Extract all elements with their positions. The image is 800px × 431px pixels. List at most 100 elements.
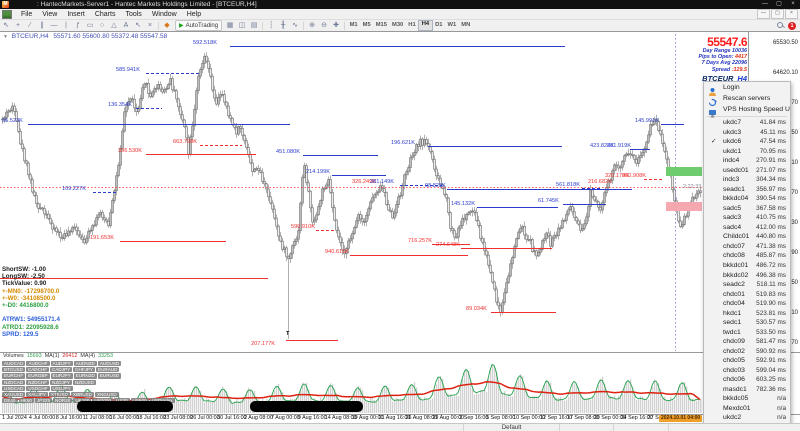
menu-item-server-chdc01[interactable]: chdc01 519.83 ms	[723, 290, 786, 298]
minimize-button[interactable]: —	[762, 1, 768, 7]
bar-chart-icon[interactable]: ┆	[268, 22, 274, 29]
menu-item-server-sedc1[interactable]: sedc1 530.57 ms	[723, 319, 786, 327]
timeframe-button-m1[interactable]: M1	[349, 22, 358, 28]
menu-item-server-bkkdc05[interactable]: bkkdc05 n/a	[723, 395, 786, 403]
menu-item-server-ukdc3[interactable]: ukdc3 45.11 ms	[723, 128, 786, 136]
rectangle-icon[interactable]: ▭	[86, 22, 94, 29]
menu-item-server-indc4[interactable]: indc4 270.91 ms	[723, 157, 786, 165]
timeframe-button-mn[interactable]: MN	[461, 22, 471, 28]
line-chart-icon[interactable]: ∿	[292, 22, 299, 29]
menu-item-server-seadc1[interactable]: seadc1 356.97 ms	[723, 185, 786, 193]
menu-item-server-chdc07[interactable]: chdc07 471.38 ms	[723, 242, 786, 250]
menu-item-server-bkkdc01[interactable]: bkkdc01 486.72 ms	[723, 261, 786, 269]
cascade-windows-icon[interactable]: ◫	[238, 22, 246, 29]
menu-item-server-ukdc6[interactable]: ✓ ukdc6 47.54 ms	[711, 138, 786, 146]
search-icon[interactable]	[777, 21, 785, 30]
menu-item-server-bkkdc02[interactable]: bkkdc02 496.38 ms	[723, 271, 786, 279]
autotrading-label: AutoTrading	[185, 22, 219, 29]
cursor-icon[interactable]: ⇖	[3, 22, 9, 29]
timeframe-button-h1[interactable]: H1	[408, 22, 416, 28]
new-order-icon[interactable]: ◆	[164, 22, 170, 29]
menu-item-server-chdc09[interactable]: chdc09 581.47 ms	[723, 338, 786, 346]
trendline-icon[interactable]: ∕	[29, 22, 31, 29]
menubar-item-view[interactable]: View	[42, 10, 58, 18]
menu-item-server-chdc04[interactable]: chdc04 519.90 ms	[723, 300, 786, 308]
menubar-item-tools[interactable]: Tools	[125, 10, 142, 18]
statusbar-profile[interactable]: Default	[464, 424, 560, 431]
menubar-item-file[interactable]: File	[21, 10, 33, 18]
menubar: File View Insert Charts Tools Window Help — ▢ …	[0, 9, 800, 20]
menu-item-login[interactable]: Login	[704, 82, 790, 96]
mdi-restore-button[interactable]: ▢	[771, 9, 784, 19]
menu-item-server-bkkdc04[interactable]: bkkdc04 390.54 ms	[723, 195, 786, 203]
menubar-item-window[interactable]: Window	[151, 10, 177, 18]
menu-item-server-chdc08[interactable]: chdc08 485.87 ms	[723, 252, 786, 260]
autotrading-button[interactable]: ▶ AutoTrading	[175, 20, 223, 31]
chart-canvas[interactable]	[0, 32, 800, 425]
toolbar: ⇖ + ∕ ∥ ― ∣ ƒ ▭ ○ △ A ↖ × ◆ ▶ AutoTrading ▦ ◫ ▤ ┆ ╂ ∿ ⊕ ⊖…	[0, 20, 800, 32]
mdi-close-button[interactable]: ×	[785, 9, 798, 19]
menu-item-server-hkdc1[interactable]: hkdc1 523.81 ms	[723, 309, 786, 317]
menu-item-server-ukdc2[interactable]: ukdc2 n/a	[723, 414, 786, 422]
close-button[interactable]: ×	[791, 1, 795, 7]
autotrading-play-icon: ▶	[179, 23, 184, 29]
menu-item-vps-hosting-speed-up[interactable]: VPS Hosting Speed Up4.43 ms	[704, 104, 790, 118]
triangle-icon[interactable]: △	[111, 22, 117, 29]
check-icon: ✓	[711, 138, 717, 146]
rescan-icon	[708, 94, 717, 107]
fibonacci-icon[interactable]: ƒ	[76, 22, 80, 29]
menu-item-server-twdc1[interactable]: twdc1 533.50 ms	[723, 328, 786, 336]
menubar-item-charts[interactable]: Charts	[94, 10, 116, 18]
notification-badge[interactable]: 1	[788, 21, 796, 30]
menu-item-server-chdc02[interactable]: chdc02 590.92 ms	[723, 347, 786, 355]
menu-item-server-seadc2[interactable]: seadc2 518.11 ms	[723, 281, 786, 289]
tile-windows-icon[interactable]: ▦	[226, 22, 234, 29]
crosshair-icon[interactable]: +	[15, 22, 21, 29]
menu-item-server-sadc3[interactable]: sadc3 410.75 ms	[723, 214, 786, 222]
menu-item-server-masdc1[interactable]: masdc1 782.36 ms	[723, 385, 786, 393]
zoom-in-icon[interactable]: ⊕	[309, 22, 316, 29]
timeframe-button-h4[interactable]: H4	[418, 20, 433, 31]
menubar-item-insert[interactable]: Insert	[67, 10, 85, 18]
menu-item-server-indc3[interactable]: indc3 304.34 ms	[723, 176, 786, 184]
timeframe-button-m30[interactable]: M30	[392, 22, 404, 28]
zoom-out-icon[interactable]: ⊖	[321, 22, 328, 29]
timeframe-button-w1[interactable]: W1	[447, 22, 457, 28]
arrange-icon[interactable]: ▤	[250, 22, 258, 29]
menu-item-server-sadc5[interactable]: sadc5 367.58 ms	[723, 204, 786, 212]
menubar-item-help[interactable]: Help	[186, 10, 202, 18]
menu-item-server-chdc06[interactable]: chdc06 603.25 ms	[723, 376, 786, 384]
menu-item-server-mexdc01[interactable]: Mexdc01 n/a	[723, 404, 786, 412]
menu-item-server-sadc4[interactable]: sadc4 412.00 ms	[723, 223, 786, 231]
timeframe-button-m15[interactable]: M15	[375, 22, 387, 28]
menu-item-server-chdc05[interactable]: chdc05 592.91 ms	[723, 357, 786, 365]
text-icon[interactable]: A	[123, 22, 129, 29]
ellipse-icon[interactable]: ○	[99, 22, 105, 29]
menu-item-server-childc01[interactable]: Childc01 440.80 ms	[723, 233, 786, 241]
menu-item-server-ukdc7[interactable]: ukdc7 41.84 ms	[723, 119, 786, 127]
vertical-line-icon[interactable]: ∣	[64, 22, 68, 29]
login-icon	[708, 83, 717, 96]
chart-area[interactable]	[0, 31, 800, 425]
mdi-minimize-button[interactable]: —	[757, 9, 770, 19]
menu-item-server-usedc01[interactable]: usedc01 271.07 ms	[723, 166, 786, 174]
chart-window-icon	[2, 9, 12, 19]
indicators-icon[interactable]: ✚	[333, 22, 340, 29]
channel-icon[interactable]: ∥	[40, 22, 44, 29]
menu-item-rescan-servers[interactable]: Rescan servers	[704, 93, 790, 107]
horizontal-line-icon[interactable]: ―	[50, 22, 58, 29]
maximize-button[interactable]: ▢	[776, 1, 782, 7]
timeframe-button-m5[interactable]: M5	[362, 22, 371, 28]
titlebar: M : HantecMarkets-Server1 - Hantec Marke…	[0, 0, 800, 9]
menu-item-server-chdc03[interactable]: chdc03 599.04 ms	[723, 366, 786, 374]
menu-item-server-ukdc1[interactable]: ukdc1 70.95 ms	[723, 147, 786, 155]
app-logo-icon: M	[2, 1, 9, 8]
statusbar: Default	[0, 423, 800, 431]
delete-object-icon[interactable]: ×	[147, 22, 153, 29]
arrow-icon[interactable]: ↖	[135, 22, 141, 29]
statusbar-cell	[614, 424, 669, 431]
timeframe-button-d1[interactable]: D1	[435, 22, 443, 28]
candlestick-icon[interactable]: ╂	[280, 22, 286, 29]
